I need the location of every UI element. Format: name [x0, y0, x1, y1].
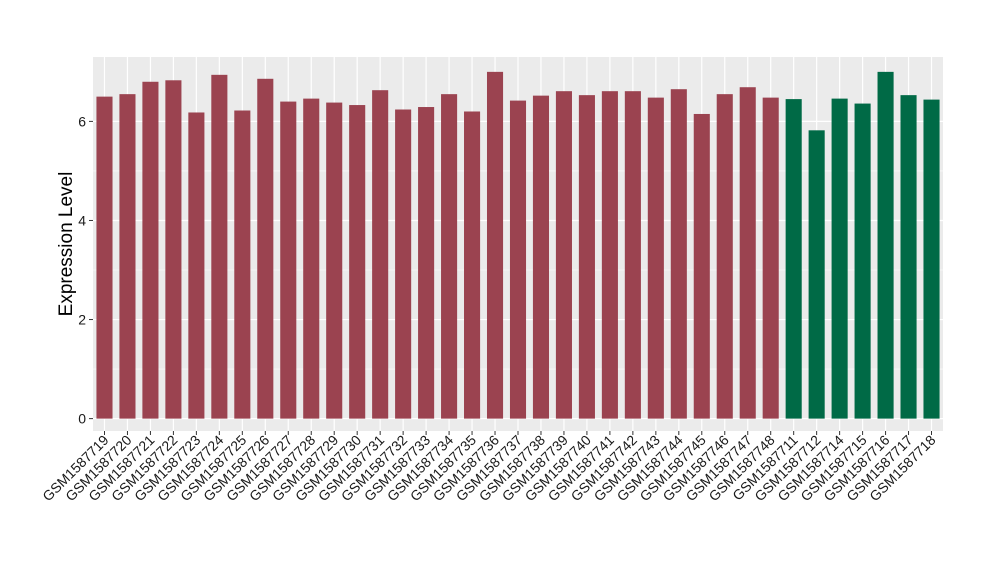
bar-GSM1587722 [165, 80, 182, 419]
bar-GSM1587721 [142, 81, 159, 419]
bar-GSM1587717 [900, 95, 917, 419]
bar-GSM1587716 [877, 71, 894, 419]
bar-GSM1587747 [739, 87, 756, 419]
bar-GSM1587725 [234, 110, 251, 419]
y-tick-label: 4 [78, 212, 86, 228]
bar-GSM1587719 [96, 96, 113, 419]
bar-GSM1587726 [257, 78, 274, 419]
bar-GSM1587737 [509, 100, 527, 419]
x-axis: GSM1587719GSM1587720GSM1587721GSM1587722… [39, 431, 939, 504]
bar-GSM1587727 [280, 101, 297, 419]
bar-GSM1587724 [211, 74, 228, 419]
bar-GSM1587748 [762, 97, 779, 419]
bar-GSM1587720 [119, 94, 136, 419]
bar-GSM1587731 [372, 90, 389, 419]
bar-GSM1587735 [464, 111, 481, 419]
bar-GSM1587733 [418, 107, 435, 419]
y-tick-label: 6 [78, 113, 86, 129]
bar-GSM1587723 [188, 112, 205, 419]
bar-GSM1587728 [303, 98, 320, 419]
bar-GSM1587734 [441, 94, 458, 419]
bar-GSM1587732 [395, 109, 412, 419]
bar-GSM1587741 [601, 91, 618, 419]
bar-GSM1587745 [693, 113, 710, 419]
bar-GSM1587718 [923, 99, 940, 419]
bar-GSM1587742 [624, 91, 641, 419]
y-tick-label: 0 [78, 411, 86, 427]
bar-GSM1587711 [785, 99, 802, 419]
bar-GSM1587736 [486, 71, 504, 419]
bar-GSM1587714 [831, 98, 848, 419]
y-tick-label: 2 [78, 312, 86, 328]
y-axis-title: Expression Level [56, 172, 77, 317]
bar-GSM1587738 [532, 95, 550, 419]
bar-GSM1587715 [854, 103, 871, 419]
bar-GSM1587744 [670, 89, 687, 419]
bar-GSM1587743 [647, 97, 664, 419]
bar-GSM1587730 [349, 105, 366, 419]
bar-GSM1587712 [808, 130, 825, 419]
bar-GSM1587746 [716, 94, 733, 419]
bars [96, 71, 940, 419]
bar-GSM1587729 [326, 102, 343, 419]
bar-GSM1587740 [578, 95, 595, 419]
bar-GSM1587739 [555, 91, 572, 419]
y-axis: 0 2 4 6 [78, 113, 93, 427]
